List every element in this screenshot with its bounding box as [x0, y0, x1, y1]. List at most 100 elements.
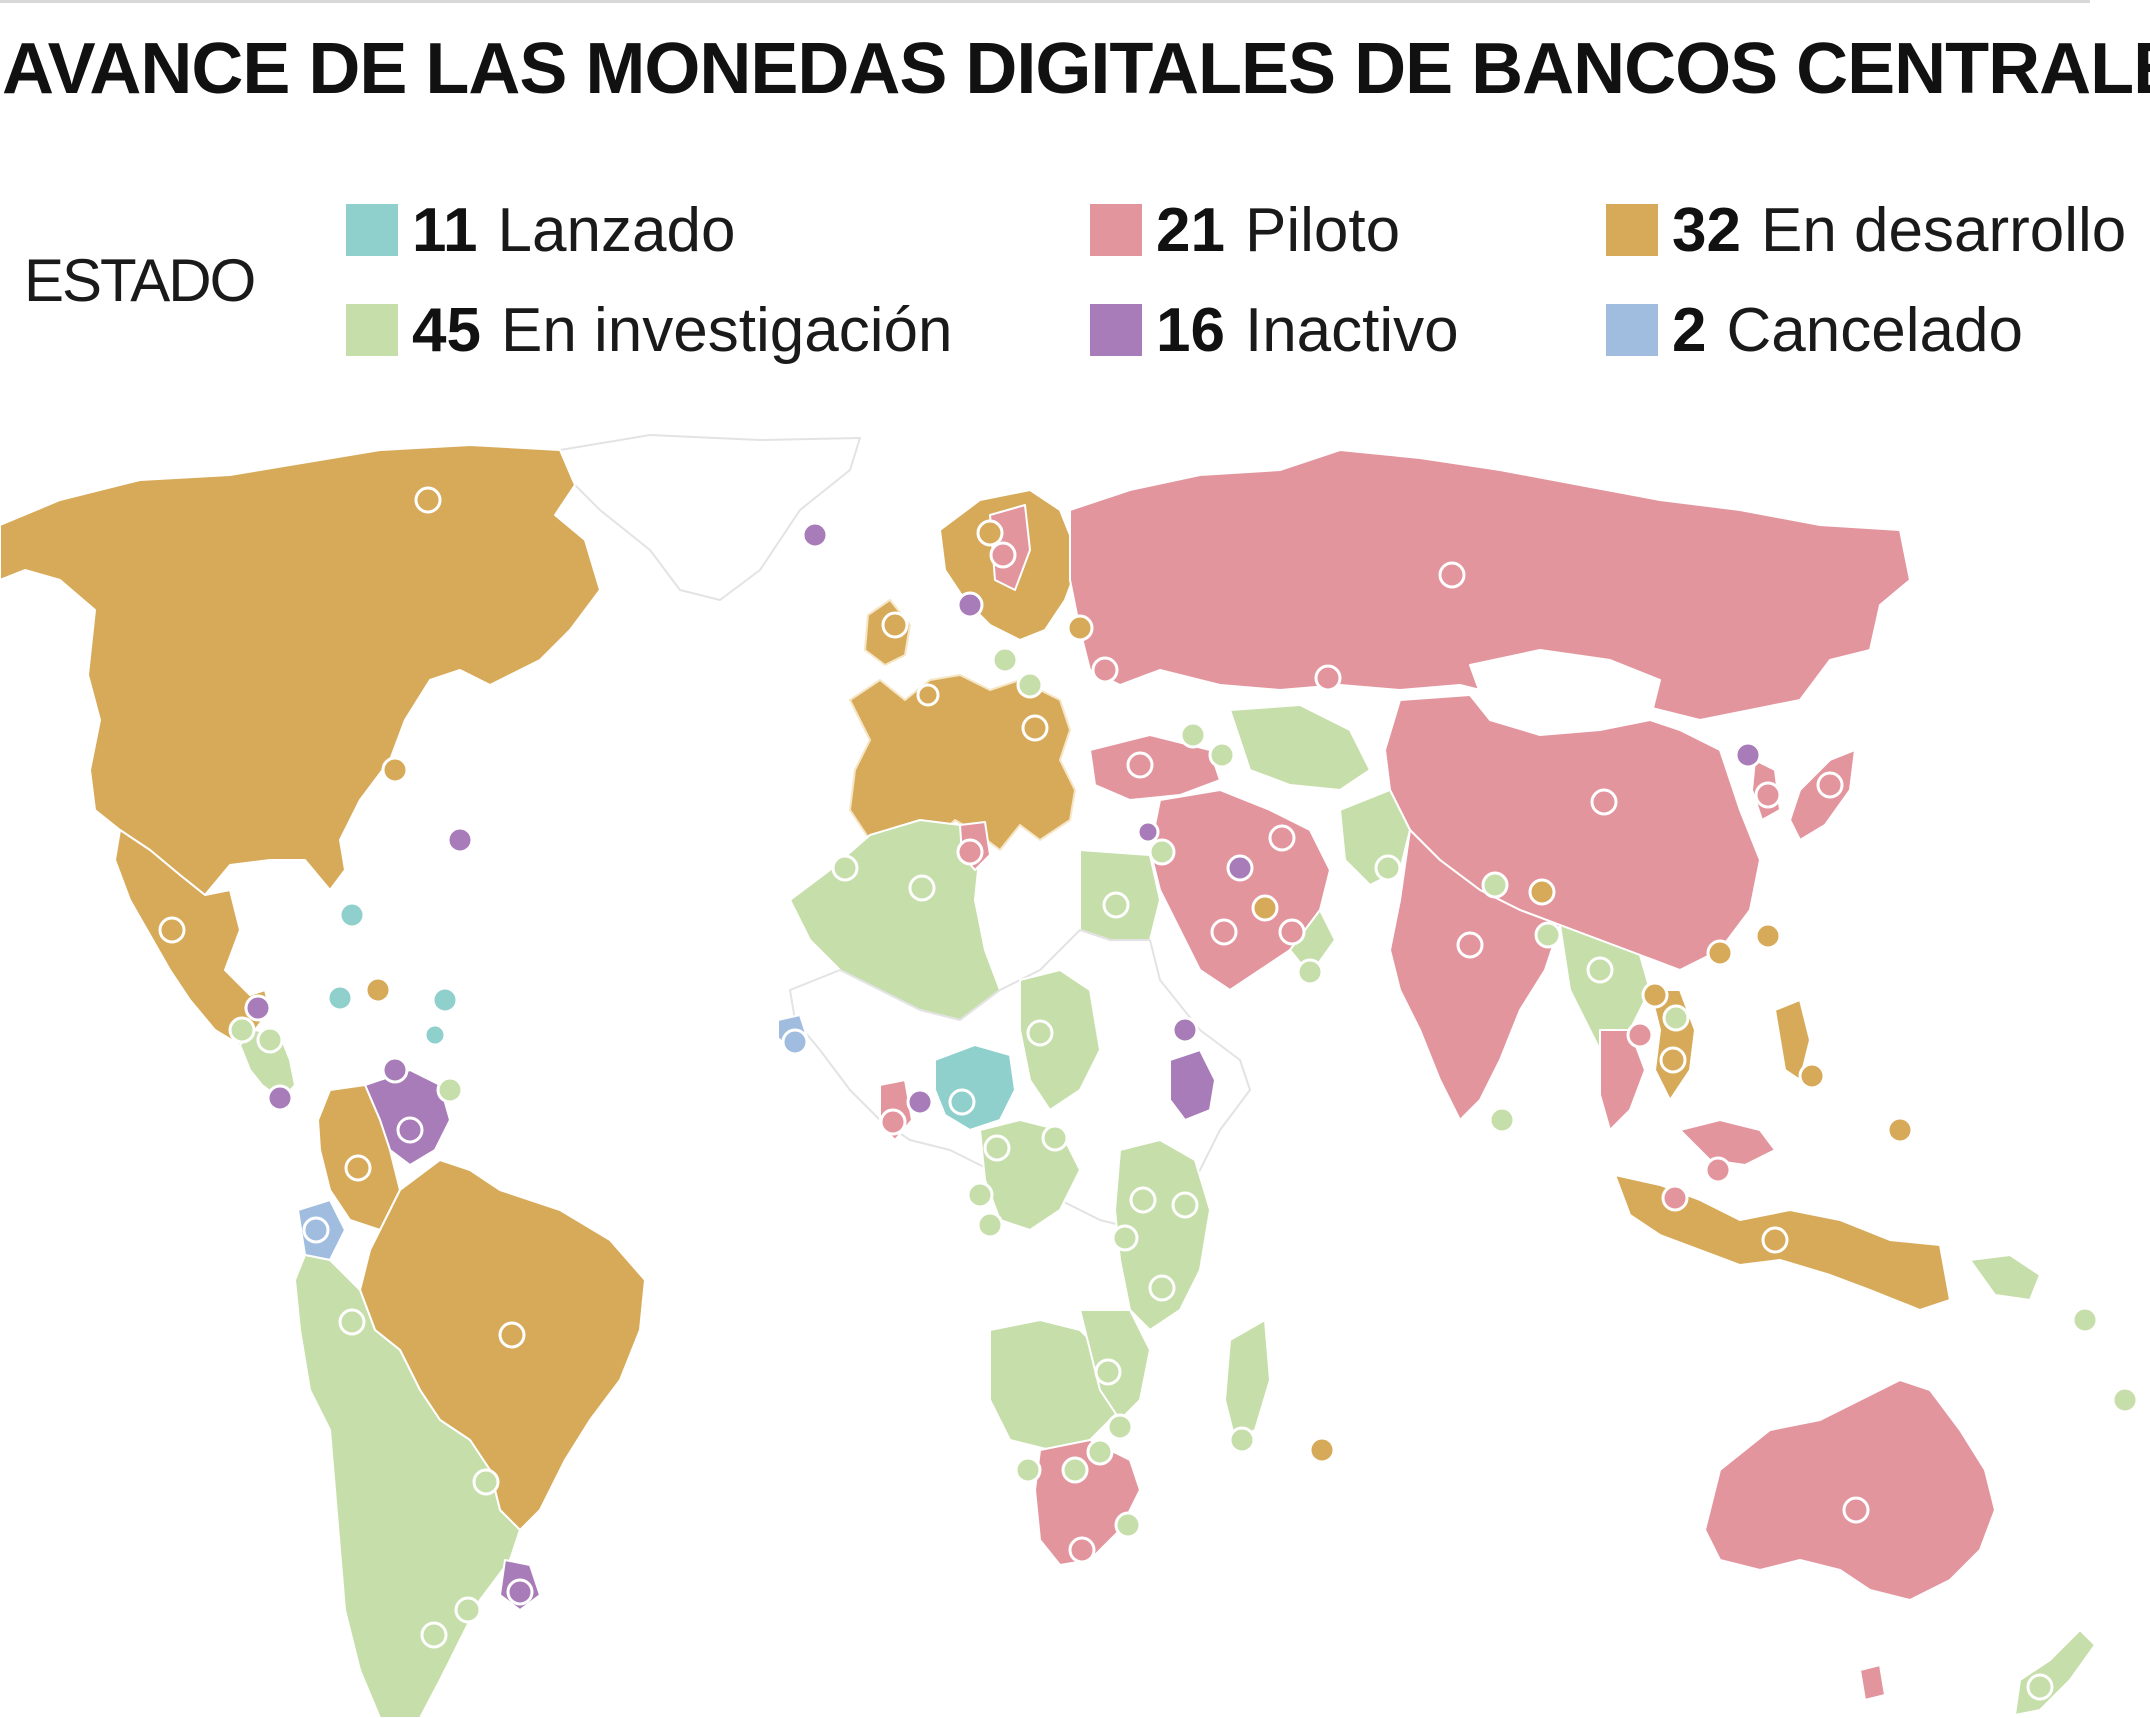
- marker-russia: [1438, 561, 1466, 589]
- marker-ghana: [879, 1108, 907, 1136]
- legend-item-en-investigacion: 45 En investigación: [346, 290, 952, 370]
- legend-item-piloto: 21 Piloto: [1090, 190, 1400, 270]
- legend-count-piloto: 21: [1156, 195, 1225, 265]
- marker-egypt: [1102, 891, 1130, 919]
- legend-swatch-en-desarrollo: [1606, 204, 1658, 256]
- region-central-asia: [1229, 704, 1371, 791]
- world-map: [0, 434, 2139, 1718]
- marker-caribbean-east: [431, 986, 459, 1014]
- legend-label-piloto: Piloto: [1244, 195, 1401, 265]
- marker-uae: [1278, 918, 1306, 946]
- region-europe-west: [849, 674, 1076, 851]
- marker-iran: [1268, 824, 1296, 852]
- marker-eq-guinea: [966, 1181, 994, 1209]
- marker-madagascar: [1228, 1426, 1256, 1454]
- marker-brazil: [498, 1321, 526, 1349]
- marker-botswana: [1061, 1456, 1089, 1484]
- marker-uganda: [1129, 1186, 1157, 1214]
- marker-japan: [1816, 771, 1844, 799]
- legend-swatch-inactivo: [1090, 304, 1142, 356]
- marker-venezuela: [396, 1116, 424, 1144]
- marker-bahamas: [338, 901, 366, 929]
- marker-korea: [1754, 781, 1782, 809]
- marker-azerbaijan: [1208, 741, 1236, 769]
- marker-vietnam: [1662, 1004, 1690, 1032]
- marker-tanzania: [1148, 1274, 1176, 1302]
- marker-singapore: [1661, 1184, 1689, 1212]
- marker-nepal: [1481, 871, 1509, 899]
- region-png: [1969, 1254, 2041, 1301]
- marker-kuwait: [1226, 854, 1254, 882]
- marker-guatemala: [244, 994, 272, 1022]
- region-angola-namibia: [989, 1319, 1121, 1451]
- marker-thailand: [1626, 1021, 1654, 1049]
- marker-malaysia: [1704, 1156, 1732, 1184]
- legend-label-cancelado: Cancelado: [1726, 295, 2023, 365]
- marker-new-zealand: [2026, 1673, 2054, 1701]
- marker-colombia: [344, 1154, 372, 1182]
- marker-philippines: [1798, 1062, 1826, 1090]
- marker-usa-east: [381, 756, 409, 784]
- marker-venezuela-2: [381, 1056, 409, 1084]
- marker-haiti: [364, 976, 392, 1004]
- legend-label-inactivo: Inactivo: [1244, 295, 1459, 365]
- region-north-america: [0, 444, 601, 896]
- marker-usa: [414, 486, 442, 514]
- marker-czech: [991, 646, 1019, 674]
- legend-label-en-desarrollo: En desarrollo: [1760, 195, 2127, 265]
- legend-swatch-piloto: [1090, 204, 1142, 256]
- marker-zambia: [1094, 1358, 1122, 1386]
- marker-poland: [1066, 614, 1094, 642]
- region-madagascar: [1224, 1319, 1271, 1441]
- marker-uk: [881, 611, 909, 639]
- marker-eritrea: [1171, 1016, 1199, 1044]
- marker-nigeria: [948, 1088, 976, 1116]
- region-ethiopia: [1169, 1049, 1216, 1121]
- marker-jordan: [1148, 838, 1176, 866]
- region-india: [1389, 829, 1561, 1121]
- legend-item-cancelado: 2 Cancelado: [1606, 290, 2023, 370]
- marker-paraguay: [472, 1468, 500, 1496]
- marker-ecuador: [302, 1216, 330, 1244]
- marker-malawi: [1106, 1413, 1134, 1441]
- legend-item-lanzado: 11 Lanzado: [346, 190, 735, 270]
- marker-algeria: [908, 874, 936, 902]
- marker-dominica: [423, 1023, 447, 1047]
- marker-senegal: [781, 1028, 809, 1056]
- marker-serbia: [1021, 714, 1049, 742]
- marker-india: [1456, 931, 1484, 959]
- legend-item-inactivo: 16 Inactivo: [1090, 290, 1459, 370]
- legend-count-en-desarrollo: 32: [1672, 195, 1741, 265]
- marker-eswatini: [1114, 1511, 1142, 1539]
- legend-title: ESTADO: [24, 247, 256, 314]
- marker-iceland: [801, 521, 829, 549]
- region-tasmania: [1859, 1664, 1886, 1701]
- legend-count-en-investigacion: 45: [412, 295, 481, 365]
- marker-chile: [420, 1621, 448, 1649]
- legend-swatch-en-investigacion: [346, 304, 398, 356]
- marker-saudi: [1210, 918, 1238, 946]
- marker-sweden: [989, 541, 1017, 569]
- marker-cambodia: [1659, 1046, 1687, 1074]
- marker-sudan: [1026, 1019, 1054, 1047]
- marker-norway: [976, 519, 1004, 547]
- marker-palau: [1886, 1116, 1914, 1144]
- marker-bangladesh: [1534, 921, 1562, 949]
- marker-argentina: [454, 1596, 482, 1624]
- marker-bahrain: [1251, 894, 1279, 922]
- marker-turkey: [1126, 751, 1154, 779]
- marker-gabon: [976, 1211, 1004, 1239]
- map-title: AVANCE DE LAS MONEDAS DIGITALES DE BANCO…: [2, 29, 2150, 109]
- marker-sri-lanka: [1488, 1106, 1516, 1134]
- region-malaysia: [1679, 1119, 1776, 1166]
- marker-car: [1041, 1124, 1069, 1152]
- legend-label-en-investigacion: En investigación: [500, 295, 953, 365]
- legend-item-en-desarrollo: 32 En desarrollo: [1606, 190, 2126, 270]
- legend-label-lanzado: Lanzado: [497, 195, 736, 265]
- legend-swatch-cancelado: [1606, 304, 1658, 356]
- marker-georgia: [1179, 721, 1207, 749]
- region-new-zealand: [2014, 1629, 2096, 1716]
- marker-pakistan: [1374, 854, 1402, 882]
- marker-morocco: [831, 854, 859, 882]
- marker-laos: [1641, 981, 1669, 1009]
